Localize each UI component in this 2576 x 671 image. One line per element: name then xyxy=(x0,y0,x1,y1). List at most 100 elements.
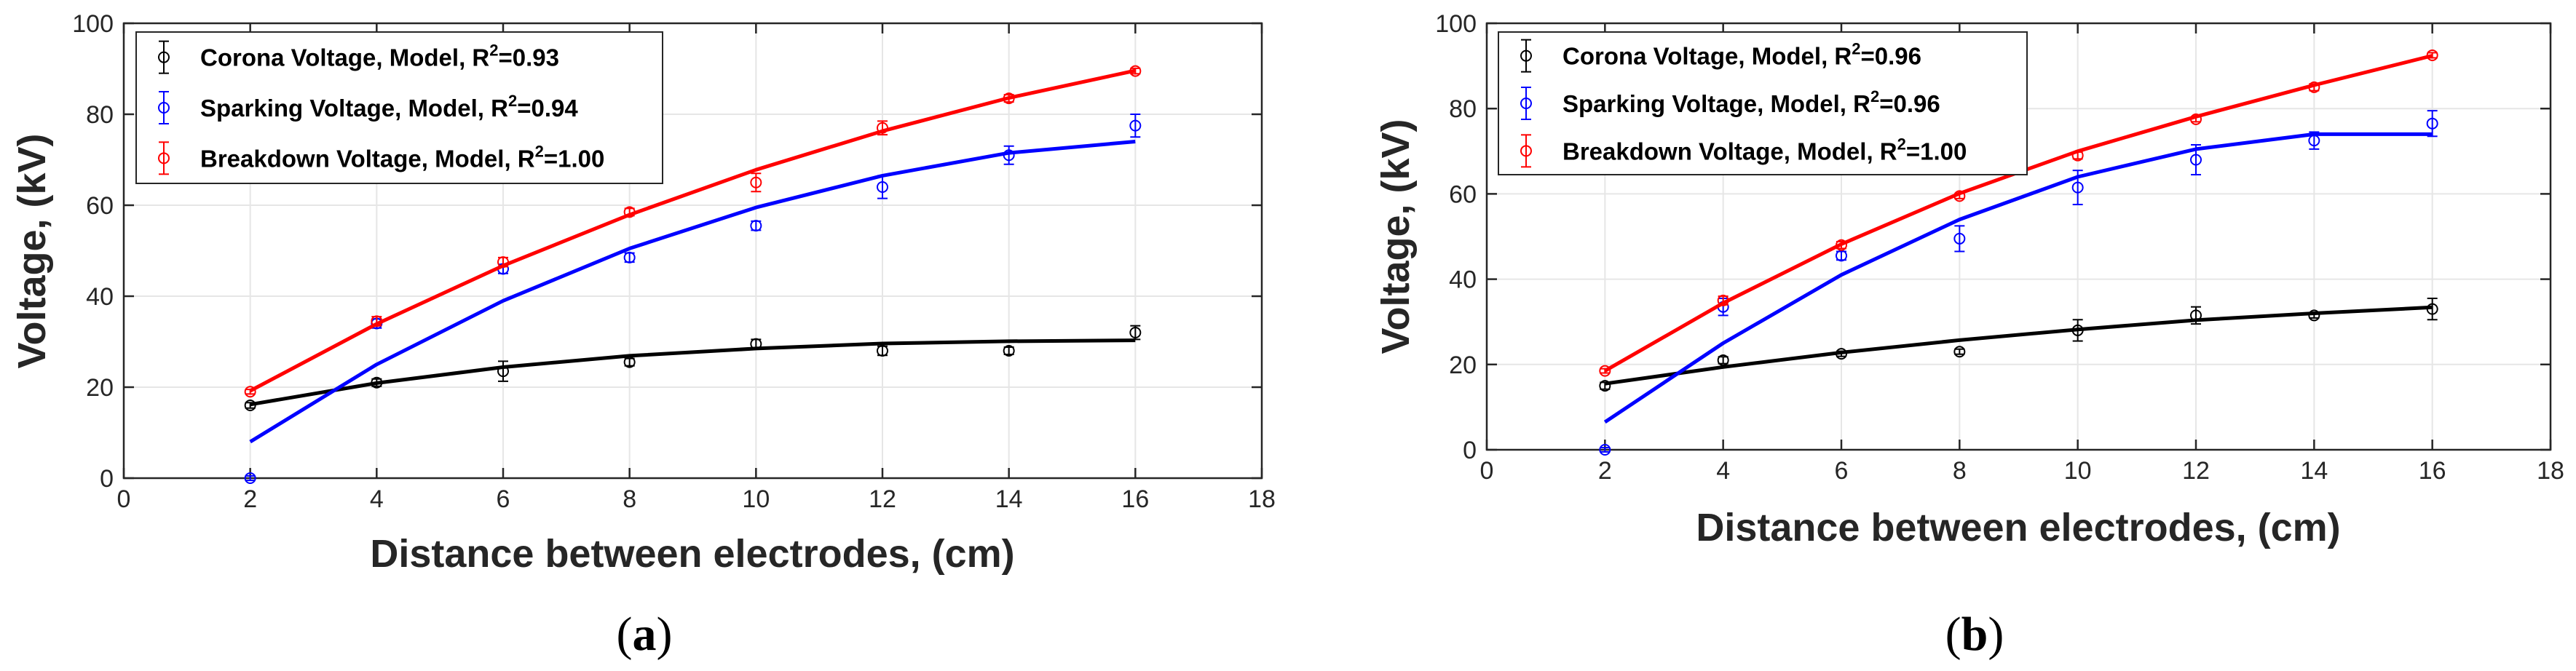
chart-b-legend-marker xyxy=(1520,98,1532,109)
chart-a-y-tick-label: 60 xyxy=(86,192,114,220)
chart-a-sparking-model-curve xyxy=(249,140,1136,444)
chart-b-x-tick-label: 8 xyxy=(1953,457,1967,485)
chart-a-breakdown-data-point xyxy=(1003,92,1015,105)
chart-a-axes-box xyxy=(122,22,1263,480)
chart-a-x-axis-label: Distance between electrodes, (cm) xyxy=(370,532,1014,576)
chart-b-corona-data-point xyxy=(1953,346,1966,358)
chart-a-y-tick-label: 20 xyxy=(86,374,114,402)
chart-a-corona-data-point xyxy=(1003,345,1015,357)
chart-b-y-tick-label: 0 xyxy=(1463,437,1477,464)
chart-a-sparking-data-point xyxy=(623,251,636,263)
chart-a-sparking-data-point xyxy=(877,181,888,193)
chart-b-x-axis-label: Distance between electrodes, (cm) xyxy=(1696,506,2340,549)
chart-a-y-tick-label: 0 xyxy=(100,465,114,493)
chart-a-legend-label-corona: Corona Voltage, Model, R2=0.93 xyxy=(200,41,559,71)
chart-a-x-tick-label: 6 xyxy=(497,485,510,513)
chart-b-sparking-data-point xyxy=(2308,135,2320,147)
chart-a-panel-label: (a) xyxy=(617,608,673,661)
chart-a-breakdown-data-point xyxy=(371,315,383,327)
chart-b-x-tick-label: 0 xyxy=(1480,457,1494,485)
chart-a-x-tick-label: 8 xyxy=(623,485,636,513)
chart-a-breakdown-data-point xyxy=(1129,65,1142,77)
chart-panel-b: 0 2 4 6 8 10 12 14 16 18 0 20 40 60 80 100 Corona Voltag… xyxy=(1374,10,2564,661)
chart-b-axes-box xyxy=(1485,22,2552,451)
chart-b-y-tick-label: 20 xyxy=(1449,352,1477,379)
chart-b-legend-label-breakdown: Breakdown Voltage, Model, R2=1.00 xyxy=(1562,135,1967,164)
chart-a-x-tick-label: 2 xyxy=(243,485,257,513)
chart-b-breakdown-data-point xyxy=(1836,239,1847,251)
chart-b-legend-marker xyxy=(1520,49,1532,62)
chart-b-x-tick-label: 6 xyxy=(1835,457,1849,485)
chart-a-x-tick-label: 16 xyxy=(1121,485,1149,513)
chart-a-breakdown-model-curve xyxy=(249,68,1136,393)
chart-a-legend-marker xyxy=(158,51,170,63)
chart-b-corona-data-point xyxy=(2308,309,2320,322)
chart-b-x-tick-label: 14 xyxy=(2300,457,2328,485)
chart-b-y-tick-label: 40 xyxy=(1449,266,1477,294)
chart-a-breakdown-data-point xyxy=(244,386,256,398)
chart-b-x-tick-label: 10 xyxy=(2064,457,2092,485)
chart-a-y-tick-label: 100 xyxy=(72,10,114,38)
chart-b-x-tick-label: 2 xyxy=(1598,457,1612,485)
chart-a-breakdown-data-point xyxy=(877,122,888,134)
chart-b-breakdown-data-point xyxy=(2426,49,2438,61)
chart-b-corona-data-point xyxy=(1599,380,1611,392)
chart-a-legend-box xyxy=(135,31,663,184)
chart-b-series-corona xyxy=(1599,297,2438,392)
chart-a-y-axis-label: Voltage, (kV) xyxy=(10,133,54,368)
chart-a-legend: Corona Voltage, Model, R2=0.93 Sparking V… xyxy=(135,31,663,184)
chart-b-legend-label-corona: Corona Voltage, Model, R2=0.96 xyxy=(1562,40,1921,70)
chart-b-sparking-data-point xyxy=(2426,117,2438,130)
chart-a-y-tick-label: 80 xyxy=(86,101,114,129)
chart-b-x-tick-label: 12 xyxy=(2182,457,2210,485)
chart-b-breakdown-data-point xyxy=(1599,365,1611,377)
chart-a-breakdown-data-point xyxy=(497,256,509,269)
chart-a-sparking-data-point xyxy=(1003,149,1015,162)
chart-a-breakdown-data-point xyxy=(623,206,636,218)
chart-a-series-breakdown xyxy=(244,65,1142,398)
chart-b-sparking-data-point xyxy=(1599,444,1611,456)
chart-a-corona-data-point xyxy=(623,356,636,368)
chart-b-sparking-data-point xyxy=(1953,232,1966,245)
chart-b-series-sparking xyxy=(1599,110,2438,456)
chart-a-corona-data-point xyxy=(877,345,888,357)
chart-a-legend-label-breakdown: Breakdown Voltage, Model, R2=1.00 xyxy=(200,142,604,172)
chart-b-panel-label: (b) xyxy=(1945,608,2004,661)
chart-a-corona-model-curve xyxy=(250,338,1136,407)
chart-b-corona-data-point xyxy=(1717,354,1729,366)
chart-b-legend-marker xyxy=(1520,145,1532,157)
chart-b-y-tick-label: 100 xyxy=(1435,10,1477,38)
chart-b-corona-model-curve xyxy=(1604,305,2433,386)
chart-a-sparking-data-point xyxy=(244,472,256,484)
chart-b-sparking-model-curve xyxy=(1603,132,2433,424)
chart-a-breakdown-data-point xyxy=(750,176,762,188)
chart-b-sparking-data-point xyxy=(2190,154,2202,166)
chart-a-x-tick-label: 12 xyxy=(869,485,896,513)
chart-b-corona-data-point xyxy=(2190,309,2202,322)
chart-panel-a: 0 2 4 6 8 10 12 14 16 18 0 20 40 60 80 100 Corona Voltag… xyxy=(10,10,1276,661)
chart-b-legend: Corona Voltage, Model, R2=0.96 Sparking V… xyxy=(1498,31,2028,175)
chart-b-y-tick-label: 60 xyxy=(1449,180,1477,208)
chart-b-y-tick-label: 80 xyxy=(1449,95,1477,123)
chart-a-y-tick-label: 40 xyxy=(86,283,114,311)
chart-b-sparking-data-point xyxy=(2071,181,2084,194)
chart-b-corona-data-point xyxy=(2071,324,2084,336)
chart-b-breakdown-data-point xyxy=(2308,81,2320,93)
chart-a-legend-marker xyxy=(158,152,170,164)
chart-a-corona-data-point xyxy=(750,338,762,350)
chart-a-x-tick-label: 14 xyxy=(995,485,1023,513)
chart-a-series-corona xyxy=(244,325,1142,411)
chart-b-x-tick-label: 4 xyxy=(1716,457,1730,485)
chart-a-legend-marker xyxy=(158,102,170,114)
chart-b-legend-label-sparking: Sparking Voltage, Model, R2=0.96 xyxy=(1562,87,1940,117)
chart-b-legend-box xyxy=(1498,31,2028,175)
chart-a-x-tick-label: 0 xyxy=(117,485,131,513)
chart-b-breakdown-data-point xyxy=(2071,149,2084,162)
chart-a-corona-data-point xyxy=(371,376,383,389)
chart-b-corona-data-point xyxy=(1836,348,1847,360)
chart-a-x-tick-label: 10 xyxy=(742,485,770,513)
chart-b-breakdown-data-point xyxy=(1953,190,1966,202)
chart-b-x-tick-label: 18 xyxy=(2537,457,2564,485)
chart-a-corona-data-point xyxy=(497,365,509,378)
